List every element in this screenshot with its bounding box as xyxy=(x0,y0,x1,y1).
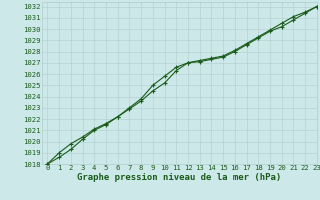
X-axis label: Graphe pression niveau de la mer (hPa): Graphe pression niveau de la mer (hPa) xyxy=(77,173,281,182)
